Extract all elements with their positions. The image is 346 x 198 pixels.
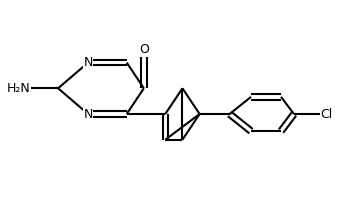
Text: N: N (83, 108, 93, 121)
Text: Cl: Cl (321, 108, 333, 121)
Text: O: O (139, 43, 149, 56)
Text: H₂N: H₂N (7, 82, 30, 95)
Text: N: N (83, 56, 93, 69)
